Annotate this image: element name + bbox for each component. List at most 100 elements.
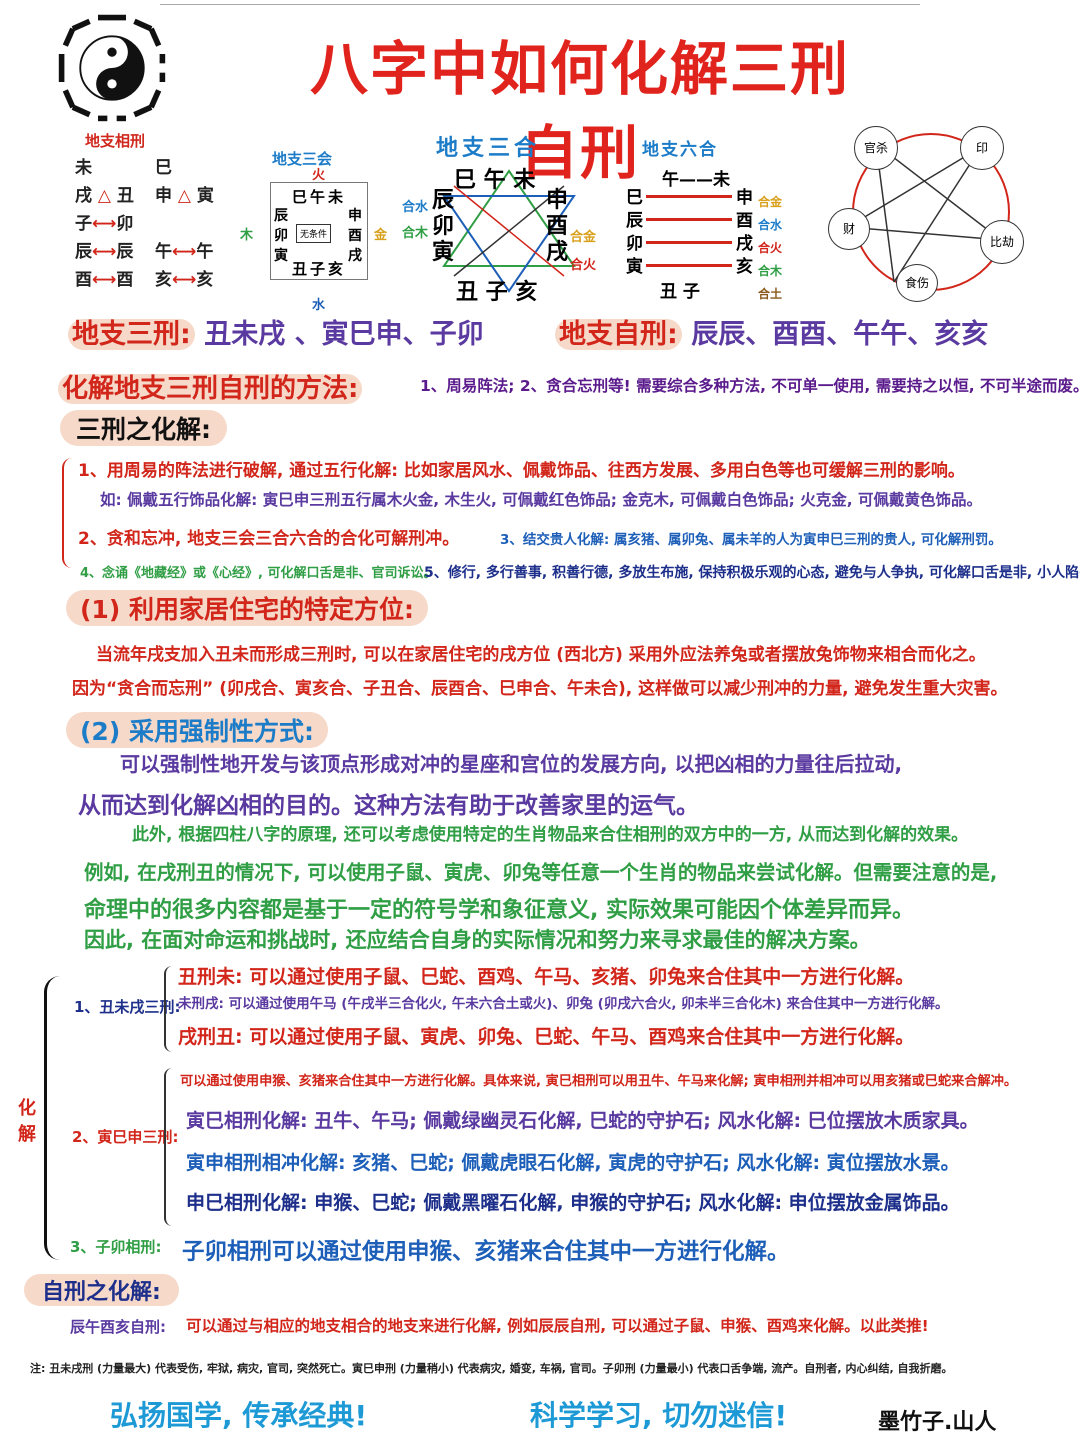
water-label: 水 [312, 298, 326, 313]
xx-row-6: 巳 [155, 158, 172, 178]
note-jin: 合金 [758, 195, 783, 209]
note-huo: 合火 [758, 241, 783, 255]
item-1: 1、用周易的阵法进行破解, 通过五行化解: 比如家居风水、佩戴饰品、往西方发展、… [78, 461, 965, 481]
diagram-title: 地支相刑 [85, 132, 146, 150]
xx-row-5: 酉⟷酉 [75, 270, 134, 290]
footer-slogan-left: 弘扬国学, 传承经典! [110, 1399, 368, 1432]
diagram-title: 地支三会 [272, 150, 333, 168]
xx-row-1: 未 [75, 158, 92, 178]
group-1-brace [164, 966, 174, 1052]
group-2-label: 2、寅巳申三刑: [72, 1128, 179, 1146]
xx-row-4: 辰⟷辰 [75, 242, 134, 262]
zixing-text: 辰辰、酉酉、午午、亥亥 [691, 319, 989, 350]
sec2-line-1: 可以强制性地开发与该顶点形成对冲的星座和宫位的发展方向, 以把凶相的力量往后拉动… [120, 752, 903, 776]
left-col: 辰卯寅 [432, 188, 455, 265]
hexagram-lines [442, 169, 576, 293]
right-col: 申酉戌 [546, 188, 569, 265]
sanxing-text: 丑未戌 、寅巳申、子卯 [204, 319, 484, 350]
he-jin-label: 合金 [570, 230, 597, 245]
method-label: 化解地支三刑自刑的方法: [58, 374, 363, 404]
group-2-a: 可以通过使用申猴、亥猪来合住其中一方进行化解。具体来说, 寅巳相刑可以用丑牛、午… [180, 1074, 1018, 1089]
group-2-b: 寅巳相刑化解: 丑牛、午马; 佩戴绿幽灵石化解, 巳蛇的守护石; 风水化解: 巳… [186, 1110, 979, 1132]
footer-slogan-right: 科学学习, 切勿迷信! [530, 1399, 788, 1432]
group-2-c: 寅申相刑相冲化解: 亥猪、巳蛇; 佩戴虎眼石化解, 寅虎的守护石; 风水化解: … [186, 1152, 960, 1174]
xx-row-7: 申 △ 寅 [155, 186, 214, 206]
sanxing-line: 地支三刑: 丑未戌 、寅巳申、子卯 [68, 312, 484, 351]
group-1-label: 1、丑未戌三刑: [74, 998, 181, 1016]
brace-1 [62, 458, 74, 568]
group-1-c: 戌刑丑: 可以通过使用子鼠、寅虎、卯兔、巳蛇、午马、酉鸡来合住其中一方进行化解。 [178, 1026, 915, 1048]
group-1-a: 丑刑未: 可以通过使用子鼠、巳蛇、酉鸡、午马、亥猪、卯兔来合住其中一方进行化解。 [178, 966, 915, 988]
top-rule [160, 4, 920, 5]
xx-row-2: 戌 △ 丑 [75, 186, 134, 206]
diagram-liuhe: 地支六合 午——未 巳辰卯寅 申酉戌亥 合金 合水 合火 合木 合土 丑 子 [620, 135, 820, 305]
group-1-b: 未刑戌: 可以通过使用午马 (午戌半三合化火, 午未六合土或火)、卯兔 (卯戌六… [178, 996, 949, 1012]
green-line-1: 此外, 根据四柱八字的原理, 还可以考虑使用特定的生肖物品来合住相刑的双方中的一… [132, 825, 969, 845]
diagram-sanhui: 地支三会 火 巳午未 辰卯寅 申酉戌 无条件 丑子亥 木 金 水 [240, 148, 390, 313]
sec2-line-2: 从而达到化解凶相的目的。这种方法有助于改善家里的运气。 [78, 793, 699, 819]
method-line: 化解地支三刑自刑的方法: [58, 368, 363, 405]
sec1-heading: (1) 利用家居住宅的特定方位: [66, 590, 428, 626]
zixing-text-2: 可以通过与相应的地支相合的地支来进行化解, 例如辰辰自刑, 可以通过子鼠、申猴、… [186, 1317, 929, 1335]
center-box: 无条件 [296, 224, 332, 243]
node-shishang: 食伤 [896, 264, 938, 302]
col-left: 辰卯寅 [274, 208, 288, 264]
green-line-4: 因此, 在面对命运和挑战时, 还应结合自身的实际情况和努力来寻求最佳的解决方案。 [84, 928, 871, 952]
xx-row-9: 午⟷午 [155, 242, 214, 262]
sanxing-heading: 三刑之化解: [60, 410, 227, 446]
note-tu: 合土 [758, 287, 783, 301]
zixing-label: 地支自刑: [555, 319, 682, 350]
group-3-text: 子卯相刑可以通过使用申猴、亥猪来合住其中一方进行化解。 [182, 1239, 790, 1265]
top-row: 午——未 [662, 170, 730, 190]
node-bijie: 比劫 [980, 220, 1024, 264]
zixing-line: 地支自刑: 辰辰、酉酉、午午、亥亥 [555, 312, 988, 351]
method-text: 1、周易阵法; 2、贪合忘刑等! 需要综合多种方法, 不可单一使用, 需要持之以… [420, 377, 1080, 395]
huajie-side-label: 化解 [18, 1098, 36, 1145]
sec1-line-1: 当流年戌支加入丑未而形成三刑时, 可以在家居住宅的戌方位 (西北方) 采用外应法… [96, 645, 986, 665]
item-5: 5、修行, 多行善事, 积善行德, 多放生布施, 保持积极乐观的心态, 避免与人… [424, 565, 1080, 581]
bottom-row: 丑 子 亥 [456, 280, 538, 305]
right-col: 申酉戌亥 [736, 188, 753, 277]
row-bottom: 丑子亥 [292, 260, 347, 278]
green-line-3: 命理中的很多内容都是基于一定的符号学和象征意义, 实际效果可能因个体差异而异。 [84, 898, 915, 923]
metal-label: 金 [374, 228, 388, 243]
yin-yang-bagua-icon [58, 14, 166, 122]
group-2-d: 申巳相刑化解: 申猴、巳蛇; 佩戴黑曜石化解, 申猴的守护石; 风水化解: 申位… [186, 1192, 960, 1214]
item-2: 2、贪和忘冲, 地支三会三合六合的合化可解刑冲。 [78, 529, 460, 549]
diagram-title: 地支六合 [642, 140, 718, 160]
diagram-title: 地支三合 [436, 136, 541, 161]
sec2-heading: (2) 采用强制性方式: [66, 712, 328, 748]
node-guansha: 官杀 [854, 126, 898, 170]
item-3: 3、结交贵人化解: 属亥猪、属卯兔、属未羊的人为寅申巳三刑的贵人, 可化解刑罚。 [500, 532, 1002, 548]
green-line-2: 例如, 在戌刑丑的情况下, 可以使用子鼠、寅虎、卯兔等任意一个生肖的物品来尝试化… [84, 861, 998, 884]
fire-label: 火 [312, 168, 326, 183]
group-3-label: 3、子卯相刑: [70, 1238, 162, 1256]
zixing-label-2: 辰午酉亥自刑: [70, 1318, 166, 1336]
wood-label: 木 [240, 228, 254, 243]
node-yin: 印 [960, 126, 1004, 170]
diagram-shengke: 官杀 印 比劫 食伤 财 [826, 112, 1036, 302]
diagram-xiangxing: 地支相刑 未 戌 △ 丑 子⟷卯 辰⟷辰 酉⟷酉 巳 申 △ 寅 午⟷午 亥⟷亥 [55, 130, 245, 290]
left-col: 巳辰卯寅 [626, 188, 643, 277]
bottom-row: 丑 子 [660, 282, 700, 302]
item-4: 4、念诵《地藏经》或《心经》, 可化解口舌是非、官司诉讼。 [80, 566, 437, 581]
note-shui: 合水 [758, 218, 783, 232]
node-cai: 财 [828, 208, 870, 250]
he-mu-label: 合木 [402, 226, 429, 241]
zixing-heading: 自刑之化解: [24, 1274, 179, 1306]
he-huo-label: 合火 [570, 258, 597, 273]
xx-row-8 [155, 210, 214, 238]
diagram-sanhe: 地支三合 巳 午 未 辰卯寅 申酉戌 丑 子 亥 合水 合木 合金 合火 [398, 130, 608, 310]
footer-author: 墨竹子.山人 [878, 1410, 997, 1435]
col-right: 申酉戌 [348, 208, 362, 264]
footnote: 注: 丑未戌刑 (力量最大) 代表受伤, 牢狱, 病灾, 官司, 突然死亡。寅巳… [30, 1362, 953, 1375]
liuhe-bars [646, 195, 732, 287]
xx-row-10: 亥⟷亥 [155, 270, 214, 290]
sanxing-label: 地支三刑: [68, 319, 195, 350]
top-row: 巳 午 未 [454, 168, 536, 193]
sec1-line-2: 因为“贪合而忘刑” (卯戌合、寅亥合、子丑合、辰酉合、巳申合、午未合), 这样做… [72, 679, 1008, 699]
item-1b: 如: 佩戴五行饰品化解: 寅巳申三刑五行属木火金, 木生火, 可佩戴红色饰品; … [100, 491, 983, 509]
page-title: 八字中如何化解三刑自刑 [309, 35, 850, 187]
big-brace [44, 976, 63, 1260]
group-2-brace [164, 1068, 174, 1226]
